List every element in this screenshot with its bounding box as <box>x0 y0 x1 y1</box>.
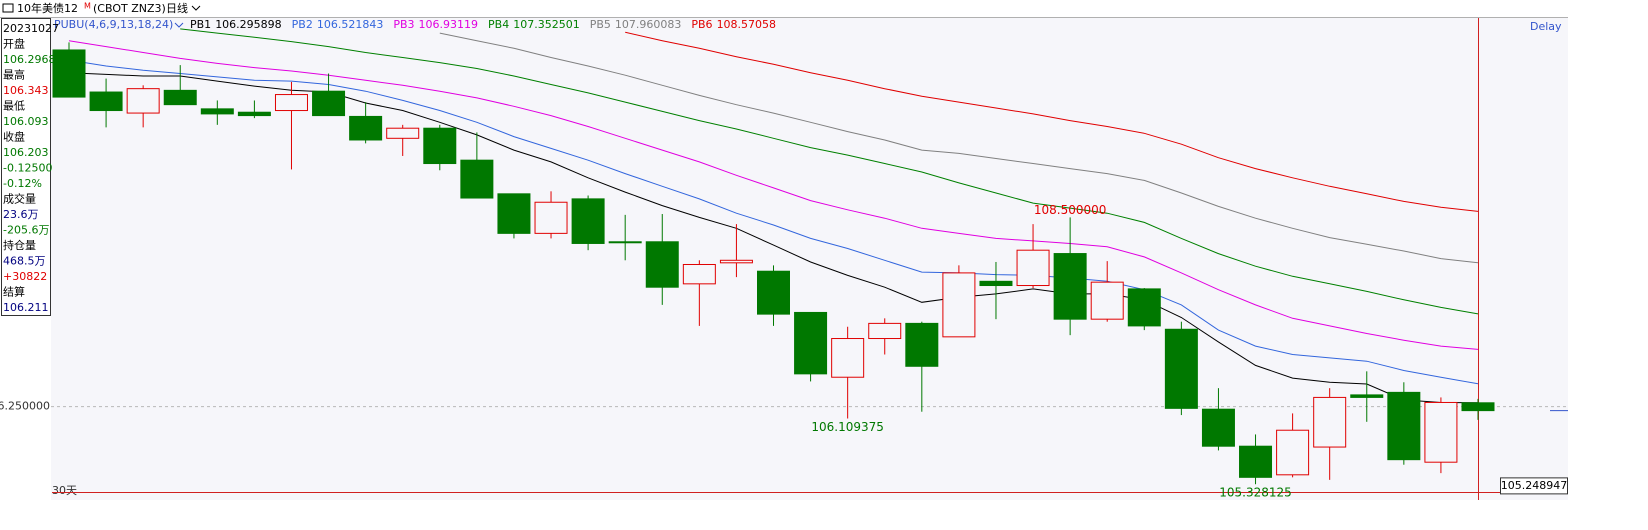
period[interactable]: 日线 <box>166 1 188 15</box>
band-line <box>180 28 1479 315</box>
candle-body <box>1201 408 1235 447</box>
info-line: 持仓量 <box>3 238 36 252</box>
price-marker-box <box>1500 477 1568 495</box>
candle-body <box>534 201 568 234</box>
info-line: +30822 <box>3 270 47 283</box>
candle-body <box>52 49 86 98</box>
candle-body <box>89 91 123 112</box>
info-line: 106.343 <box>3 84 49 97</box>
candle-body <box>831 338 865 378</box>
band-line <box>68 59 1479 385</box>
candle-body <box>868 322 902 340</box>
legend-value: 106.295898 <box>215 18 281 31</box>
title-sup: M <box>84 2 91 11</box>
legend-value: 107.960083 <box>615 18 681 31</box>
candle-body <box>460 159 494 199</box>
info-line: 成交量 <box>3 192 36 206</box>
menu-icon[interactable] <box>2 3 14 13</box>
candle-body <box>1387 391 1421 461</box>
band-line <box>439 32 1479 264</box>
delay-label: Delay <box>1530 20 1562 33</box>
toolbar: 10年美债12 M (CBOT ZNZ3) 日线 <box>2 1 201 15</box>
high-label: 108.500000 <box>1034 203 1107 217</box>
candle-body <box>237 111 271 117</box>
legend-name: PB4 <box>488 18 509 31</box>
legend-value: 108.57058 <box>717 18 777 31</box>
span-label: 30天 <box>52 484 77 497</box>
candle-body <box>1053 253 1087 320</box>
indicator-name[interactable]: PUBU(4,6,9,13,18,24) <box>54 18 173 31</box>
legend-value: 106.93119 <box>419 18 479 31</box>
info-line: 结算 <box>3 285 25 299</box>
candle-body <box>1276 429 1310 476</box>
low-label: 106.109375 <box>811 420 884 434</box>
info-line: -0.12500 <box>3 162 52 175</box>
candle-body <box>942 272 976 338</box>
candle-body <box>1016 249 1050 287</box>
candle-body <box>1313 396 1347 448</box>
info-line: 收盘 <box>3 130 25 144</box>
info-line: 23.6万 <box>3 208 39 221</box>
legend-name: PB6 <box>691 18 712 31</box>
legend-name: PB1 <box>190 18 211 31</box>
candle-body <box>200 108 234 115</box>
candle-body <box>905 322 939 367</box>
legend-name: PB2 <box>292 18 313 31</box>
info-line: 106.203 <box>3 146 49 159</box>
indicator-dropdown[interactable] <box>174 22 184 28</box>
candle-body <box>682 263 716 285</box>
legend-name: PB3 <box>393 18 414 31</box>
info-line: 106.2968 <box>3 53 56 66</box>
candle-body <box>757 270 790 315</box>
info-line: -0.12% <box>3 177 42 190</box>
info-line: 106.211 <box>3 301 49 314</box>
candle-body <box>645 241 679 288</box>
candle-body <box>386 127 420 139</box>
info-line: 20231027 <box>3 22 59 35</box>
candle-body <box>608 241 642 244</box>
candle-body <box>423 127 457 165</box>
info-line: -205.6万 <box>3 224 49 237</box>
candle-body <box>979 280 1013 287</box>
legend-name: PB5 <box>590 18 611 31</box>
info-line: 最低 <box>3 100 25 113</box>
info-panel <box>1 18 51 316</box>
info-line: 106.093 <box>3 115 49 128</box>
legend-value: 106.521843 <box>317 18 383 31</box>
candle-body <box>1350 394 1384 398</box>
candle-body <box>312 90 346 117</box>
band-line <box>68 40 1479 350</box>
low-label: 105.328125 <box>1219 486 1292 500</box>
y-tick-label: 106.250000 <box>0 400 50 413</box>
symbol: (CBOT ZNZ3) <box>93 2 166 15</box>
legend-value: 107.352501 <box>513 18 579 31</box>
candle-body <box>1424 401 1458 463</box>
candle-body <box>571 198 605 244</box>
candle-body <box>163 89 197 106</box>
candle-body <box>794 311 828 375</box>
candle-body <box>126 88 160 114</box>
instrument-title[interactable]: 10年美债12 <box>17 1 78 15</box>
candle-body <box>719 259 753 264</box>
info-line: 开盘 <box>3 37 25 51</box>
candles <box>52 42 1495 485</box>
candle-body <box>1090 281 1124 320</box>
band-line <box>625 31 1479 212</box>
band-line <box>68 72 1479 404</box>
candle-body <box>497 193 531 234</box>
candle-body <box>349 115 383 141</box>
candle-body <box>1239 445 1273 478</box>
candle-body <box>1461 402 1495 412</box>
info-line: 最高 <box>3 68 25 82</box>
candle-body <box>1127 288 1161 327</box>
candle-body <box>274 94 308 112</box>
price-marker: 105.248947 <box>1501 479 1567 492</box>
period-dropdown[interactable] <box>191 5 201 11</box>
info-line: 468.5万 <box>3 255 46 268</box>
candle-body <box>1164 328 1198 409</box>
